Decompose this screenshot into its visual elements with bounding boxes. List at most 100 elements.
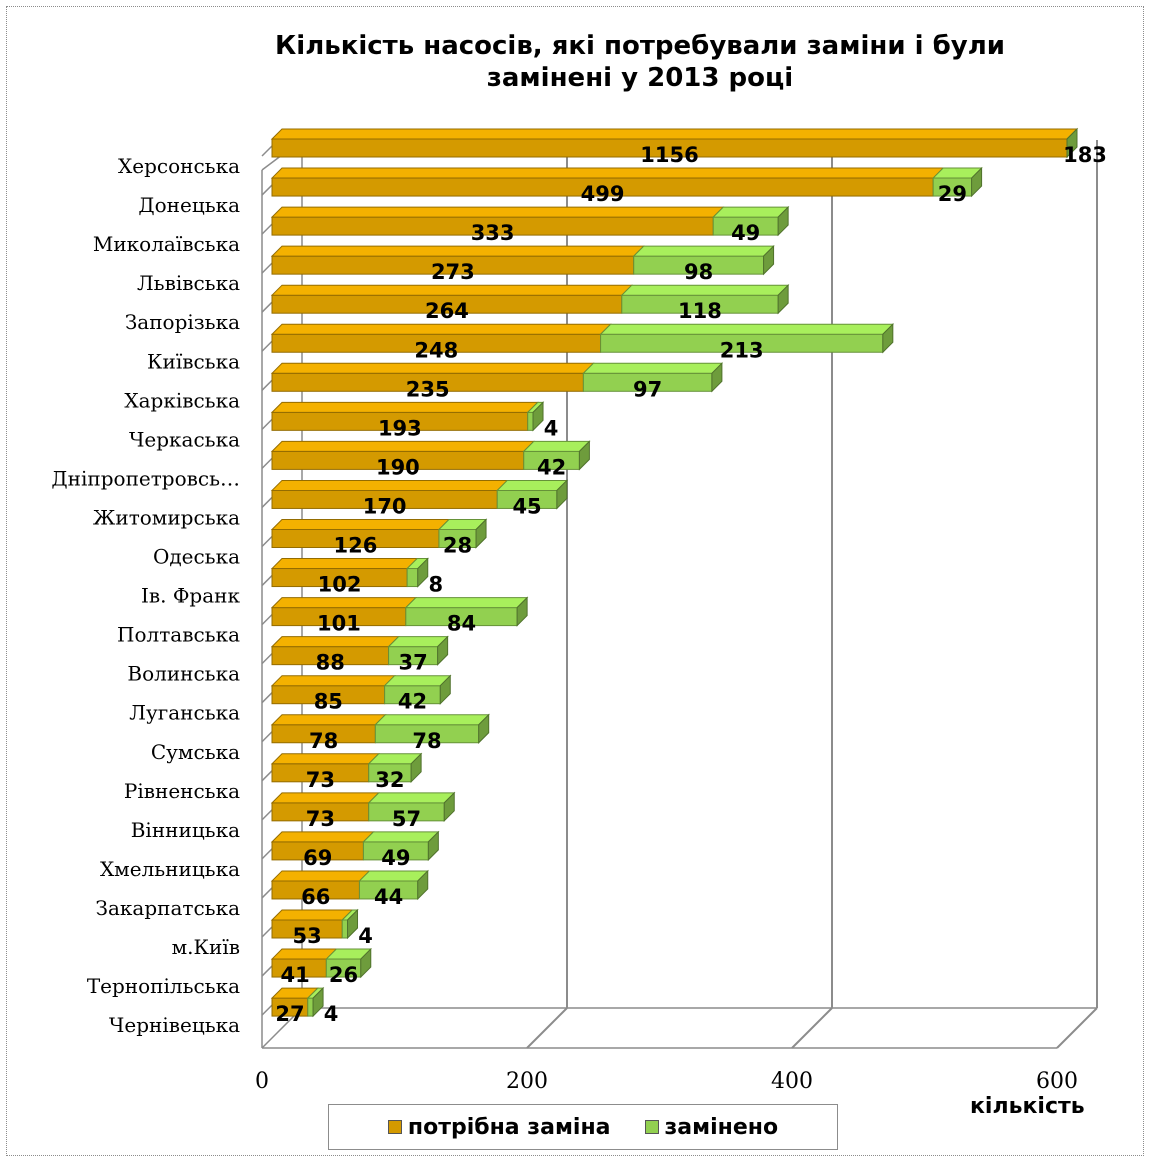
bar-end-cap bbox=[360, 947, 372, 979]
category-tick bbox=[261, 809, 273, 821]
category-label: Полтавська bbox=[117, 623, 240, 647]
category-tick bbox=[261, 1004, 273, 1016]
category-tick bbox=[261, 770, 273, 782]
category-label: Миколаївська bbox=[93, 232, 240, 256]
value-label-needed: 88 bbox=[316, 651, 345, 675]
category-label: Луганська bbox=[129, 701, 240, 725]
bar-replaced bbox=[341, 919, 349, 939]
legend-swatch-series-1 bbox=[387, 1120, 402, 1134]
value-label-replaced: 28 bbox=[443, 534, 472, 558]
bar-top bbox=[712, 206, 790, 218]
value-label-needed: 66 bbox=[301, 885, 330, 909]
bar-end-cap bbox=[417, 869, 429, 901]
bar-top bbox=[270, 909, 354, 921]
category-tick bbox=[261, 301, 273, 313]
floor-gridline-600 bbox=[1056, 1007, 1098, 1049]
value-label-replaced: 57 bbox=[392, 807, 421, 831]
bar-top bbox=[270, 831, 375, 843]
category-label: Дніпропетровсь… bbox=[51, 466, 240, 490]
value-label-replaced: 42 bbox=[537, 455, 566, 479]
category-label: Херсонська bbox=[118, 154, 240, 178]
category-label: Київська bbox=[147, 349, 240, 373]
category-label: Сумська bbox=[151, 740, 240, 764]
bar-top bbox=[270, 753, 380, 765]
value-label-replaced: 4 bbox=[324, 1002, 339, 1026]
value-label-needed: 85 bbox=[314, 690, 343, 714]
bar-end-cap bbox=[437, 635, 449, 666]
bar-end-cap bbox=[516, 596, 528, 627]
bar-replaced bbox=[307, 997, 314, 1017]
bar-top bbox=[270, 440, 535, 452]
legend-item-series-2: замінено bbox=[644, 1115, 778, 1140]
value-label-needed: 69 bbox=[303, 846, 332, 870]
legend: потрібна заміна замінено bbox=[328, 1104, 838, 1150]
bar-end-cap bbox=[417, 557, 429, 588]
category-tick bbox=[261, 692, 273, 704]
bar-top bbox=[522, 440, 591, 452]
category-label: Ів. Франк bbox=[141, 584, 241, 608]
category-tick bbox=[261, 614, 273, 626]
value-label-replaced: 84 bbox=[447, 612, 476, 636]
category-label: м.Київ bbox=[172, 935, 240, 959]
category-tick bbox=[261, 731, 273, 743]
category-label: Львівська bbox=[137, 271, 240, 295]
category-label: Чернівецька bbox=[109, 1013, 240, 1037]
bar-top bbox=[270, 519, 451, 530]
value-label-needed: 1156 bbox=[640, 143, 698, 167]
bar-top bbox=[367, 792, 456, 804]
category-label: Вінницька bbox=[131, 818, 240, 842]
legend-swatch-series-2 bbox=[644, 1120, 659, 1134]
value-label-needed: 27 bbox=[275, 1002, 304, 1026]
category-tick bbox=[261, 145, 273, 157]
value-label-replaced: 29 bbox=[938, 182, 967, 206]
category-tick bbox=[261, 184, 273, 196]
bars bbox=[270, 127, 1079, 1018]
bar-end-cap bbox=[478, 713, 490, 744]
value-label-needed: 73 bbox=[306, 768, 335, 792]
category-tick bbox=[261, 848, 273, 860]
x-tick-label: 600 bbox=[1036, 1069, 1078, 1094]
category-tick bbox=[261, 535, 273, 548]
category-tick bbox=[261, 965, 273, 977]
bar-top bbox=[270, 948, 338, 960]
category-label: Закарпатська bbox=[96, 896, 241, 920]
category-tick bbox=[261, 262, 273, 274]
category-tick bbox=[261, 340, 273, 352]
bar-top bbox=[270, 714, 387, 726]
bar-top bbox=[599, 323, 895, 335]
value-label-needed: 190 bbox=[376, 455, 420, 479]
category-label: Волинська bbox=[127, 662, 240, 686]
category-tick bbox=[261, 379, 273, 391]
bar-end-cap bbox=[711, 362, 723, 393]
category-tick bbox=[261, 223, 273, 235]
category-tick bbox=[261, 418, 273, 430]
category-label: Житомирська bbox=[93, 505, 240, 529]
category-tick bbox=[261, 457, 273, 469]
category-label: Хмельницька bbox=[100, 857, 240, 881]
category-tick bbox=[261, 575, 273, 587]
bar-top bbox=[582, 362, 724, 374]
category-label: Одеська bbox=[153, 545, 240, 569]
bar-top bbox=[270, 401, 539, 413]
value-label-needed: 264 bbox=[425, 299, 469, 323]
value-label-needed: 78 bbox=[309, 729, 338, 753]
value-label-needed: 333 bbox=[471, 221, 515, 245]
value-label-needed: 101 bbox=[317, 612, 361, 636]
value-label-replaced: 4 bbox=[544, 416, 559, 440]
bar-top bbox=[270, 245, 645, 257]
bar-replaced bbox=[406, 568, 419, 588]
value-label-needed: 73 bbox=[306, 807, 335, 831]
bar-top bbox=[270, 597, 418, 609]
bar-top bbox=[362, 831, 440, 843]
bar-top bbox=[270, 792, 380, 804]
value-label-needed: 235 bbox=[406, 377, 450, 401]
value-label-needed: 126 bbox=[334, 534, 378, 558]
bar-end-cap bbox=[882, 323, 894, 354]
bar-top bbox=[270, 323, 612, 335]
bar-top bbox=[496, 479, 569, 491]
value-label-replaced: 32 bbox=[375, 768, 404, 792]
value-label-needed: 273 bbox=[431, 260, 475, 284]
bar-top bbox=[270, 167, 945, 179]
chart-title: Кількість насосів, які потребували замін… bbox=[275, 31, 1005, 93]
